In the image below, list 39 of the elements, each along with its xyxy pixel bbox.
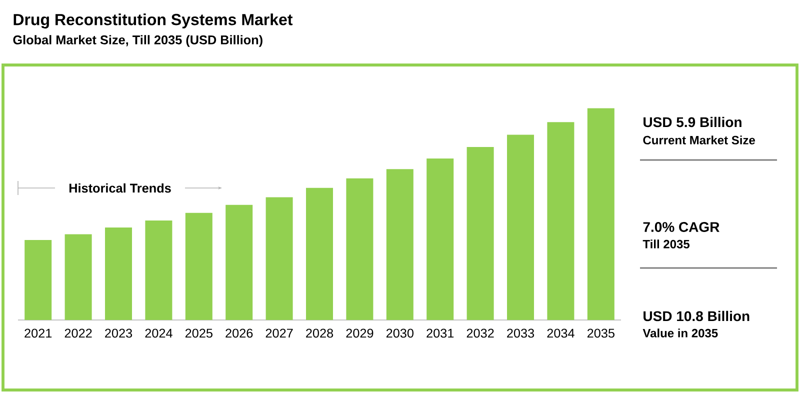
bar: [466, 147, 494, 320]
bar: [346, 178, 374, 320]
bar: [507, 134, 534, 320]
bar: [587, 108, 614, 320]
x-tick-label: 2028: [306, 328, 334, 338]
x-tick-label: 2034: [547, 328, 574, 338]
bar: [24, 240, 52, 320]
bar: [145, 220, 172, 320]
x-tick-label: 2025: [185, 328, 212, 338]
bar: [105, 227, 132, 320]
x-tick-label: 2022: [64, 328, 92, 338]
text: USD 10.8 Billion: [644, 310, 750, 322]
x-tick-label: 2031: [426, 328, 454, 338]
bar: [185, 212, 212, 320]
bar: [386, 169, 414, 320]
text: USD 5.9 Billion: [644, 116, 742, 128]
chart-subtitle: Global Market Size, Till 2035 (USD Billion): [13, 35, 262, 47]
bar: [306, 188, 334, 320]
text: 7.0% CAGR: [643, 222, 720, 232]
bar: [547, 122, 574, 320]
text: Value in 2035: [642, 328, 718, 338]
text: Current Market Size: [643, 136, 755, 144]
x-tick-label: 2035: [587, 328, 614, 338]
bar: [426, 158, 454, 320]
x-tick-label: 2030: [386, 328, 414, 338]
x-tick-label: 2021: [24, 328, 52, 338]
x-tick-label: 2026: [226, 328, 253, 338]
x-tick-label: 2024: [145, 328, 172, 338]
x-tick-label: 2027: [266, 328, 293, 338]
bar: [266, 197, 293, 320]
x-tick-label: 2033: [507, 328, 534, 338]
x-tick-label: 2023: [105, 328, 132, 338]
text: Till 2035: [642, 240, 690, 248]
annotation: Historical Trends: [69, 183, 171, 193]
chart-title: Drug Reconstitution Systems Market: [14, 14, 293, 28]
bar: [226, 204, 253, 320]
x-tick-label: 2032: [466, 328, 494, 338]
x-tick-label: 2029: [346, 328, 374, 338]
bar: [64, 234, 92, 320]
